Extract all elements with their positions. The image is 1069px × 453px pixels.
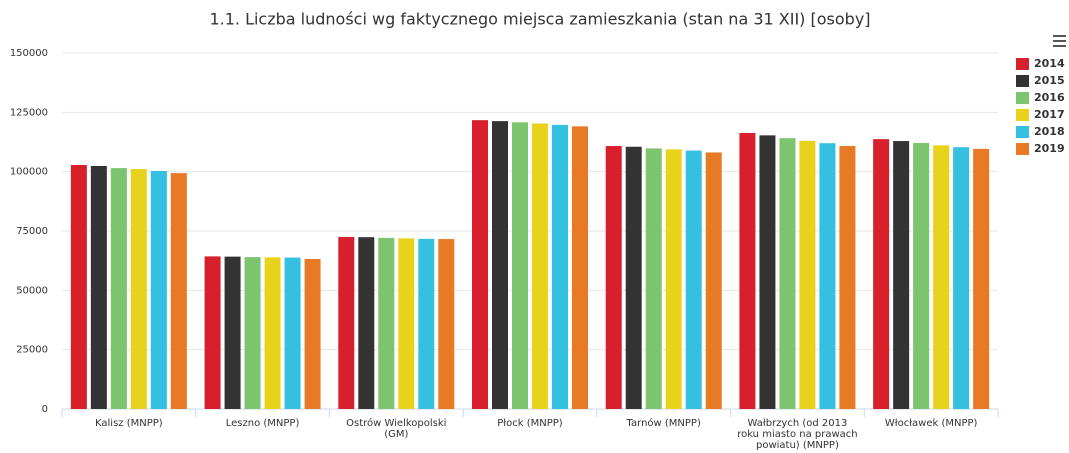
y-tick-label: 150000	[10, 48, 48, 59]
bar	[224, 256, 241, 409]
menu-bar[interactable]	[1053, 35, 1066, 37]
bar	[70, 165, 87, 409]
menu-icon[interactable]	[1053, 35, 1066, 47]
bar	[873, 139, 890, 410]
bar	[284, 257, 301, 409]
legend-swatch	[1016, 92, 1029, 104]
bar	[204, 256, 221, 409]
bar	[90, 165, 107, 409]
bar	[739, 132, 756, 410]
label-line: Wałbrzych (od 2013	[747, 418, 847, 429]
y-tick-label: 25000	[16, 345, 48, 356]
label-line: Kalisz (MNPP)	[95, 418, 163, 429]
bar	[685, 150, 702, 409]
bar	[338, 236, 355, 409]
bar	[893, 141, 910, 409]
bar	[398, 238, 415, 409]
bar	[839, 146, 856, 409]
bar	[438, 239, 455, 409]
bar	[913, 142, 930, 409]
x-tick-label: Ostrów Wielkopolski (GM)	[346, 417, 446, 440]
bar	[418, 238, 435, 409]
legend-swatch	[1016, 109, 1029, 121]
legend-text: 2018	[1034, 125, 1065, 138]
label-line: Leszno (MNPP)	[226, 418, 300, 429]
label-line: (GM)	[384, 429, 408, 440]
bar	[953, 147, 970, 410]
label-line: roku miasto na prawach	[737, 429, 857, 440]
x-tick-label: Leszno (MNPP)	[226, 418, 300, 429]
bar	[378, 237, 395, 409]
bar	[572, 126, 588, 409]
legend-text: 2016	[1034, 91, 1065, 104]
x-tick-label: Płock (MNPP)	[497, 418, 563, 429]
bar	[358, 237, 375, 409]
label-line: powiatu) (MNPP)	[756, 440, 839, 451]
bar	[759, 135, 776, 409]
bar	[819, 143, 836, 410]
legend-text: 2017	[1034, 108, 1065, 121]
y-tick-label: 75000	[16, 226, 48, 237]
bar	[304, 259, 321, 409]
chart-title: 1.1. Liczba ludności wg faktycznego miej…	[209, 10, 870, 29]
bar	[779, 138, 796, 409]
legend-swatch	[1016, 75, 1029, 87]
bar	[532, 123, 548, 409]
menu-bar[interactable]	[1053, 40, 1066, 42]
bar	[492, 121, 508, 409]
bar	[665, 149, 682, 409]
bar	[472, 120, 488, 409]
x-tick-label: Kalisz (MNPP)	[95, 418, 163, 429]
bar	[552, 124, 568, 410]
bar	[150, 170, 167, 409]
bar	[933, 145, 950, 409]
x-tick-label: Włocławek (MNPP)	[885, 418, 978, 429]
x-tick-label: Wałbrzych (od 2013 roku miasto na prawach…	[737, 418, 857, 451]
label-line: Tarnów (MNPP)	[626, 417, 701, 429]
legend-text: 2015	[1034, 74, 1065, 87]
bar	[170, 173, 187, 409]
bar	[973, 148, 990, 409]
bar	[130, 169, 147, 409]
legend-text: 2019	[1034, 142, 1065, 155]
legend-text: 2014	[1034, 57, 1065, 70]
bar	[605, 146, 622, 409]
y-tick-label: 50000	[16, 285, 48, 296]
bar	[244, 257, 261, 409]
y-tick-label: 125000	[10, 107, 48, 118]
bar	[799, 140, 816, 409]
y-tick-label: 0	[42, 404, 48, 415]
y-tick-label: 100000	[10, 167, 48, 178]
bar	[705, 152, 722, 409]
legend-swatch	[1016, 126, 1029, 138]
bar	[264, 257, 281, 409]
bar	[625, 146, 642, 409]
x-tick-label: Tarnów (MNPP)	[626, 417, 701, 429]
bar	[110, 168, 127, 409]
menu-bar[interactable]	[1053, 45, 1066, 47]
legend-swatch	[1016, 58, 1029, 70]
label-line: Płock (MNPP)	[497, 418, 563, 429]
bar	[512, 122, 528, 409]
label-line: Włocławek (MNPP)	[885, 418, 978, 429]
label-line: Ostrów Wielkopolski	[346, 417, 446, 429]
bar	[645, 148, 662, 409]
legend-swatch	[1016, 143, 1029, 155]
